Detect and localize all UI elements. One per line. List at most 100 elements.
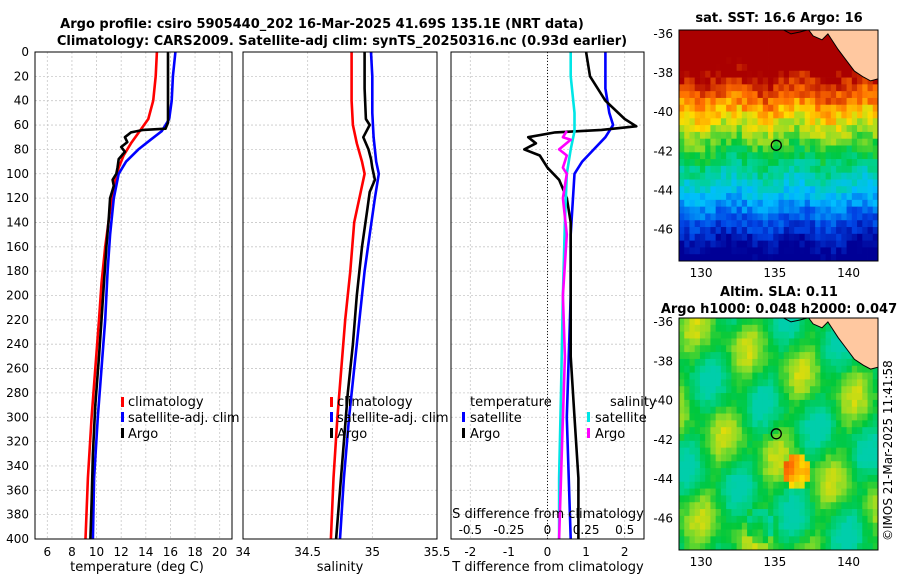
map-cell	[872, 413, 879, 421]
map-cell	[857, 240, 863, 248]
map-cell	[694, 50, 701, 58]
map-cell	[762, 91, 769, 99]
map-cell	[778, 111, 785, 119]
map-cell	[867, 233, 874, 242]
map-cell	[778, 63, 785, 72]
map-cell	[851, 179, 858, 187]
map-cell	[857, 138, 863, 146]
map-cell	[684, 509, 690, 517]
map-cell	[762, 118, 769, 126]
map-cell	[830, 509, 837, 517]
map-cell	[872, 427, 879, 435]
map-cell	[699, 104, 706, 112]
map-cell	[694, 247, 701, 255]
map-cell	[768, 420, 774, 428]
map-cell	[736, 352, 743, 360]
map-cell	[783, 393, 790, 401]
map-cell	[715, 199, 722, 208]
map-cell	[720, 165, 727, 174]
map-cell	[705, 474, 711, 483]
map-cell	[762, 111, 769, 119]
map-cell	[768, 406, 774, 414]
map-cell	[825, 474, 832, 483]
map-cell	[710, 447, 717, 455]
map-cell	[809, 434, 816, 442]
map-cell	[846, 358, 853, 367]
map-cell	[773, 50, 779, 58]
map-cell	[705, 515, 711, 524]
map-cell	[741, 172, 748, 180]
map-cell	[788, 420, 795, 428]
map-cell	[705, 240, 711, 248]
map-cell	[830, 165, 837, 174]
map-cell	[825, 406, 832, 414]
map-cell	[741, 406, 748, 414]
map-cell	[689, 43, 696, 51]
map-cell	[689, 179, 696, 187]
map-cell	[862, 406, 868, 414]
map-cell	[815, 165, 821, 174]
map-cell	[768, 543, 774, 551]
map-cell	[778, 220, 785, 228]
map-cell	[851, 118, 858, 126]
map-cell	[830, 199, 837, 208]
map-cell	[825, 536, 832, 544]
map-y-tick-label: -44	[653, 184, 673, 198]
map-cell	[773, 179, 779, 187]
map-cell	[720, 365, 727, 373]
map-cell	[857, 495, 863, 503]
map-cell	[794, 495, 800, 503]
map-cell	[778, 447, 785, 455]
map-cell	[783, 427, 790, 435]
map-cell	[699, 111, 706, 119]
map-cell	[794, 318, 800, 326]
map-cell	[841, 372, 847, 380]
map-cell	[762, 213, 769, 221]
map-cell	[731, 70, 738, 78]
map-cell	[726, 172, 732, 180]
map-cell	[731, 495, 738, 503]
map-cell	[741, 138, 748, 146]
map-cell	[815, 427, 821, 435]
map-cell	[731, 97, 738, 106]
map-cell	[710, 240, 717, 248]
map-cell	[783, 240, 790, 248]
map-cell	[783, 97, 790, 106]
map-cell	[804, 172, 811, 180]
map-cell	[820, 420, 827, 428]
map-cell	[820, 345, 827, 353]
map-cell	[799, 529, 806, 537]
map-cell	[762, 43, 769, 51]
map-cell	[783, 199, 790, 208]
map-cell	[757, 543, 764, 551]
map-cell	[694, 97, 701, 106]
map-cell	[846, 233, 853, 242]
map-cell	[872, 111, 879, 119]
map-cell	[694, 502, 701, 510]
map-cell	[684, 118, 690, 126]
map-cell	[794, 468, 800, 476]
map-cell	[715, 488, 722, 496]
map-cell	[867, 522, 874, 530]
map-cell	[820, 331, 827, 339]
map-cell	[762, 345, 769, 353]
x-tick-label: 0	[544, 545, 552, 559]
map-cell	[747, 43, 753, 51]
map-cell	[705, 111, 711, 119]
map-cell	[773, 199, 779, 208]
map-cell	[815, 522, 821, 530]
map-cell	[720, 536, 727, 544]
map-cell	[720, 77, 727, 85]
map-cell	[679, 454, 685, 462]
map-cell	[851, 495, 858, 503]
series-argo	[89, 52, 170, 540]
map-cell	[773, 186, 779, 194]
map-cell	[820, 193, 827, 201]
map-cell	[851, 420, 858, 428]
map-cell	[689, 474, 696, 483]
map-cell	[720, 468, 727, 476]
map-cell	[752, 420, 758, 428]
map-cell	[815, 440, 821, 449]
map-cell	[862, 474, 868, 483]
map-cell	[679, 318, 685, 326]
